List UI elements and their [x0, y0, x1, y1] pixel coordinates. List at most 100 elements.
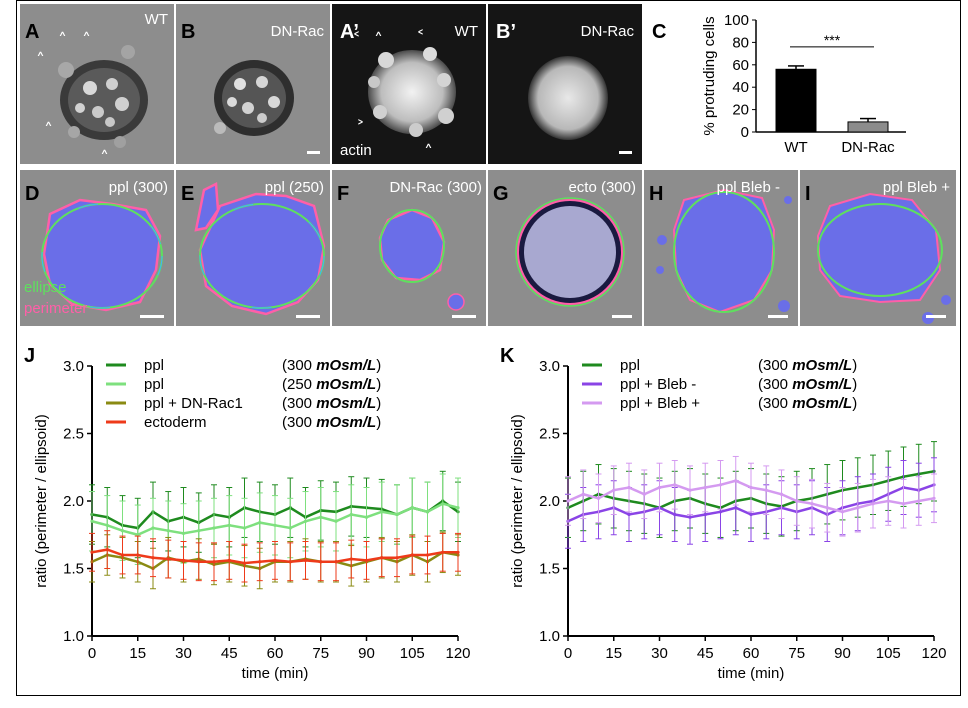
- data-point: [596, 496, 601, 500]
- panel-title-a: WT: [144, 11, 168, 28]
- data-point: [380, 556, 384, 560]
- dnrac-cell-cluster-image: [214, 60, 294, 136]
- data-point: [258, 560, 262, 564]
- bleb-plus-cell-outline: [816, 192, 951, 324]
- panel-b-micrograph: B DN-Rac: [176, 4, 330, 164]
- legend-name: ppl: [144, 376, 164, 393]
- data-point: [581, 492, 585, 496]
- y-axis-label: ratio (perimeter / ellipsoid): [509, 414, 526, 587]
- scale-bar: [768, 315, 788, 318]
- ellipse-legend: ellipse: [24, 279, 67, 296]
- data-point: [703, 512, 707, 517]
- legend-name: ppl + Bleb +: [620, 395, 700, 412]
- panel-label: K: [500, 345, 515, 367]
- scale-bar: [926, 315, 946, 318]
- data-point: [242, 561, 247, 565]
- x-tick-label: 30: [651, 645, 668, 662]
- data-point: [364, 515, 369, 519]
- data-point: [364, 558, 369, 562]
- panel-title-i: ppl Bleb +: [882, 179, 950, 196]
- x-tick-label: 60: [743, 645, 760, 662]
- x-axis-label: time (min): [718, 665, 785, 682]
- protrusion-arrow-icon: ˄: [424, 142, 433, 163]
- data-point: [627, 512, 631, 517]
- data-point: [410, 506, 414, 510]
- data-point: [273, 523, 277, 527]
- protrusion-arrow-icon: ˄: [100, 148, 109, 165]
- data-point: [612, 488, 616, 492]
- panel-i-micrograph: I ppl Bleb +: [800, 170, 956, 326]
- data-point: [136, 553, 140, 557]
- panel-label-f: F: [337, 183, 350, 205]
- y-tick-label: 2.5: [539, 426, 560, 443]
- x-tick-label: 45: [697, 645, 714, 662]
- data-point: [673, 512, 677, 517]
- protrusion-arrow-icon: ˄: [36, 50, 45, 71]
- actin-label: actin: [340, 142, 372, 159]
- data-point: [303, 519, 308, 523]
- panel-title-a-prime: WT: [454, 23, 478, 40]
- x-tick-label: 105: [876, 645, 901, 662]
- protrusion-arrow-icon: ˄: [44, 120, 53, 141]
- data-point: [212, 526, 216, 530]
- y-tick-label: 3.0: [539, 358, 560, 375]
- data-point: [166, 557, 170, 561]
- data-point: [657, 485, 662, 490]
- data-point: [334, 560, 338, 564]
- panel-c-bar-chart: C 0 20 40 60 80 100 % protruding cells WT DN-Rac…: [644, 4, 956, 164]
- panel-label-c: C: [652, 21, 667, 43]
- legend-name: ppl + DN-Rac1: [144, 395, 243, 412]
- legend-condition: (300 mOsm/L): [282, 357, 381, 374]
- x-tick-label: 105: [400, 645, 425, 662]
- panel-label-h: H: [649, 183, 664, 205]
- data-point: [871, 502, 875, 506]
- protrusion-arrow-icon: ˄: [58, 30, 67, 51]
- panel-d-micrograph: D ppl (300) ellipse perimeter: [20, 170, 174, 326]
- data-point: [840, 510, 845, 514]
- data-point: [120, 529, 125, 533]
- scale-bar: [612, 315, 632, 318]
- panel-a-micrograph: A WT ˄ ˄ ˄ ˄ ˄: [20, 4, 174, 164]
- data-point: [151, 526, 155, 530]
- protrusion-arrow-icon: ˄: [374, 30, 383, 51]
- data-point: [334, 519, 338, 523]
- panel-title-h: ppl Bleb -: [716, 179, 780, 196]
- data-point: [627, 485, 631, 490]
- dnrac300-cell-outline: [378, 208, 465, 311]
- ppl300-cell-outline: [41, 198, 163, 312]
- ecto300-cell-outline: [515, 197, 625, 307]
- data-point: [441, 502, 445, 506]
- scale-bar: [307, 151, 320, 154]
- x-tick-label: 15: [605, 645, 622, 662]
- data-point: [441, 550, 445, 554]
- y-tick-label: 40: [732, 79, 749, 96]
- data-point: [810, 502, 814, 506]
- panel-title-b-prime: DN-Rac: [580, 23, 634, 40]
- y-tick-label: 1.5: [539, 561, 560, 578]
- legend-condition: (300 mOsm/L): [758, 395, 857, 412]
- data-point: [151, 556, 155, 560]
- data-point: [105, 548, 109, 552]
- data-point: [703, 485, 707, 490]
- data-point: [673, 483, 677, 487]
- data-point: [718, 510, 723, 514]
- data-point: [288, 526, 292, 530]
- x-axis-label: time (min): [242, 665, 309, 682]
- data-point: [120, 553, 125, 557]
- panel-label-a-prime: A’: [340, 21, 359, 43]
- data-point: [380, 510, 384, 514]
- scale-bar: [452, 315, 476, 318]
- panel-e-micrograph: E ppl (250): [176, 170, 330, 326]
- panel-label-e: E: [181, 183, 195, 205]
- wt-cell-cluster-image: [58, 45, 148, 148]
- data-point: [349, 557, 353, 561]
- data-point: [181, 558, 186, 562]
- legend-condition: (250 mOsm/L): [282, 376, 381, 393]
- panel-g-micrograph: G ecto (300): [488, 170, 642, 326]
- scale-bar: [296, 315, 320, 318]
- data-point: [734, 479, 738, 483]
- data-point: [197, 560, 201, 564]
- panel-label: J: [24, 345, 35, 367]
- protrusion-arrow-icon: ˂: [352, 30, 361, 51]
- panel-title-f: DN-Rac (300): [389, 179, 482, 196]
